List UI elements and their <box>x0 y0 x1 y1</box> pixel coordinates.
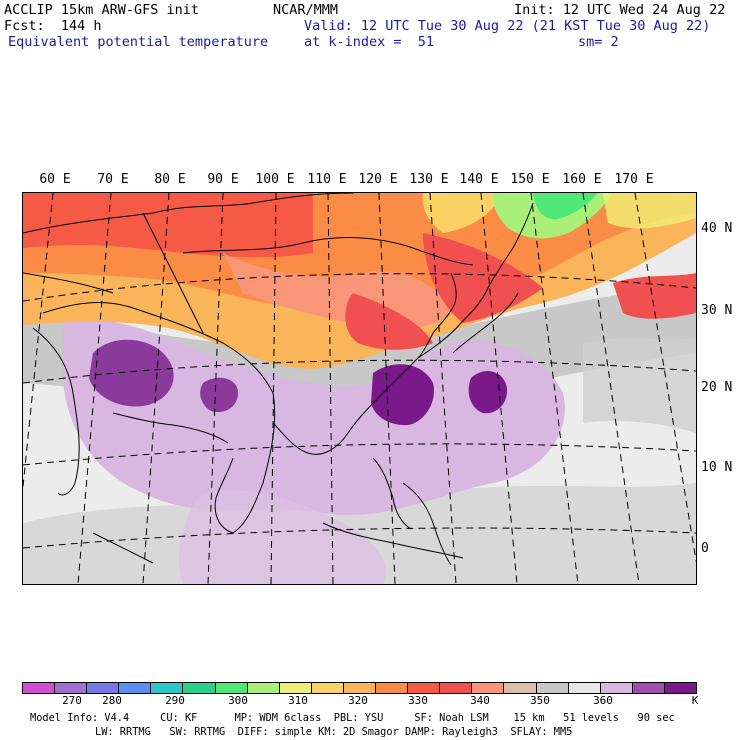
colorbar-swatch <box>119 683 152 693</box>
colorbar-swatch <box>536 683 569 693</box>
field-name: Equivalent potential temperature <box>8 34 269 50</box>
colorbar-swatch <box>215 683 248 693</box>
colorbar-swatch <box>151 683 184 693</box>
colorbar-swatch <box>87 683 120 693</box>
colorbar-label-300: 300 <box>228 694 248 707</box>
lon-label-130e: 130 E <box>409 172 449 187</box>
colorbar-swatch <box>472 683 505 693</box>
forecast-hour: Fcst: 144 h <box>4 18 102 34</box>
colorbar-swatch <box>440 683 473 693</box>
colorbar-swatch <box>600 683 633 693</box>
model-title: ACCLIP 15km ARW-GFS init <box>4 2 200 18</box>
lon-label-90e: 90 E <box>207 172 239 187</box>
model-info-line1: Model Info: V4.4 CU: KF MP: WDM 6class P… <box>30 712 675 724</box>
colorbar-swatch <box>311 683 344 693</box>
colorbar-swatch <box>23 683 56 693</box>
colorbar-swatch <box>183 683 216 693</box>
colorbar-label-350: 350 <box>530 694 550 707</box>
lat-label-40n: 40 N <box>701 221 733 236</box>
valid-time: Valid: 12 UTC Tue 30 Aug 22 (21 KST Tue … <box>304 18 711 34</box>
organization-label: NCAR/MMM <box>273 2 339 18</box>
colorbar <box>22 682 697 694</box>
graticule <box>23 193 696 584</box>
lon-label-110e: 110 E <box>307 172 347 187</box>
colorbar-label-270: 270 <box>62 694 82 707</box>
colorbar-swatch <box>55 683 88 693</box>
colorbar-label-340: 340 <box>470 694 490 707</box>
lon-label-70e: 70 E <box>97 172 129 187</box>
map-panel <box>22 192 697 585</box>
lon-label-100e: 100 E <box>255 172 295 187</box>
lon-label-80e: 80 E <box>154 172 186 187</box>
lon-label-120e: 120 E <box>358 172 398 187</box>
colorbar-swatch <box>343 683 377 693</box>
colorbar-label-320: 320 <box>348 694 368 707</box>
lon-label-170e: 170 E <box>614 172 654 187</box>
lon-label-150e: 150 E <box>510 172 550 187</box>
colorbar-unit: K <box>691 694 699 707</box>
colorbar-swatch <box>632 683 665 693</box>
lat-label-30n: 30 N <box>701 303 733 318</box>
colorbar-swatch <box>408 683 441 693</box>
colorbar-label-280: 280 <box>102 694 122 707</box>
colorbar-label-360: 360 <box>593 694 613 707</box>
init-time: Init: 12 UTC Wed 24 Aug 22 <box>514 2 726 18</box>
smoothing-label: sm= 2 <box>578 34 619 50</box>
lon-label-160e: 160 E <box>562 172 602 187</box>
colorbar-label-310: 310 <box>288 694 308 707</box>
lat-label-10n: 10 N <box>701 460 733 475</box>
theta-e-field <box>23 193 696 584</box>
colorbar-swatch <box>376 683 409 693</box>
lon-label-140e: 140 E <box>459 172 499 187</box>
colorbar-swatch <box>247 683 280 693</box>
lat-label-0: 0 <box>701 541 709 556</box>
colorbar-label-290: 290 <box>165 694 185 707</box>
model-info-line2: LW: RRTMG SW: RRTMG DIFF: simple KM: 2D … <box>95 726 573 738</box>
colorbar-swatch <box>568 683 601 693</box>
colorbar-label-330: 330 <box>408 694 428 707</box>
colorbar-swatch <box>504 683 537 693</box>
colorbar-swatch <box>279 683 312 693</box>
k-index-label: at k-index = 51 <box>304 34 435 50</box>
lat-label-20n: 20 N <box>701 380 733 395</box>
colorbar-swatch <box>664 683 696 693</box>
lon-label-60e: 60 E <box>39 172 71 187</box>
